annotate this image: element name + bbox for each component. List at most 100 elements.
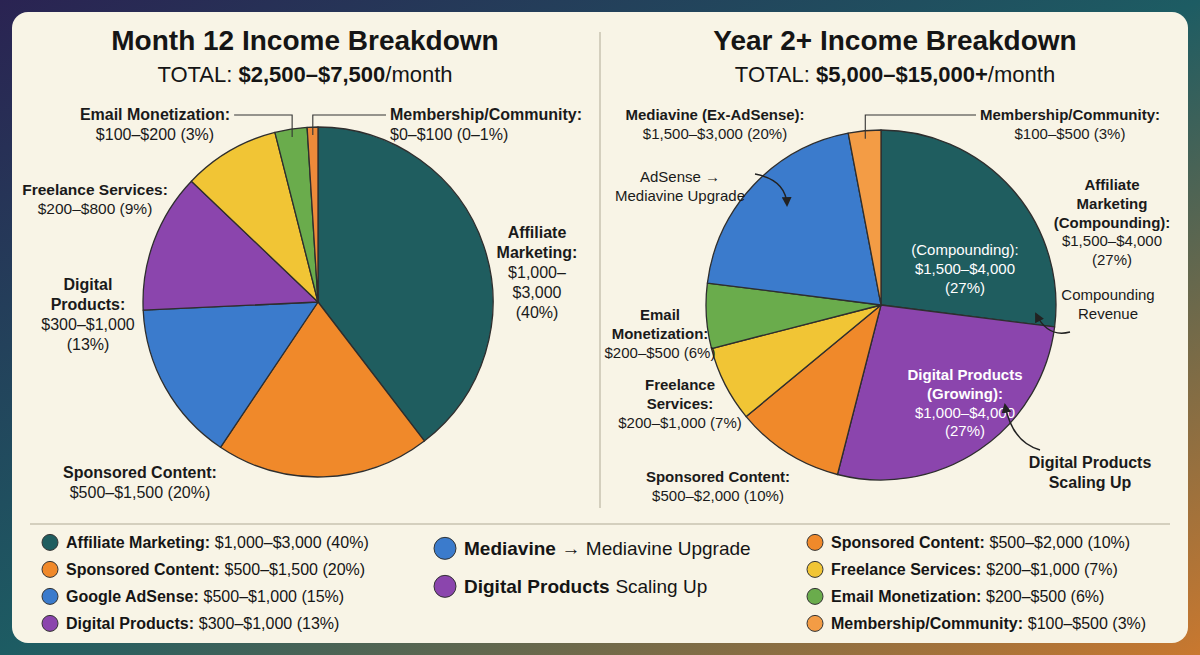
slice-callout: Email Monetization: $100–$200 (3%)	[80, 106, 230, 143]
legend-text: $500–$1,000 (15%)	[204, 588, 345, 605]
slice-callout-line: Email Monetization:	[80, 106, 230, 123]
slice-callout-line: $1,000–	[508, 264, 566, 281]
slice-callout-line: Affiliate	[508, 224, 567, 241]
slice-callout: Mediavine (Ex-AdSense):$1,500–$3,000 (20…	[625, 106, 804, 142]
legend-text: $500–$1,500 (20%)	[225, 561, 366, 578]
legend-text: $100–$500 (3%)	[1028, 615, 1146, 632]
pie-slice	[881, 130, 1056, 327]
inner-label-line: Digital Products	[907, 366, 1022, 383]
annotation-arrow	[1005, 405, 1040, 450]
annotation: Digital Products Scaling Up	[1029, 454, 1152, 491]
slice-callout-line: (40%)	[516, 304, 559, 321]
slice-callout-line: (Compounding):	[1054, 214, 1171, 231]
subtitle-part: TOTAL:	[157, 62, 238, 87]
legend-text: $300–$1,000 (13%)	[199, 615, 340, 632]
annotation: AdSense → Mediavine Upgrade	[615, 168, 745, 204]
subtitle-part: $5,000–$15,000+	[816, 62, 988, 87]
legend-swatch	[42, 534, 58, 550]
legend-swatch	[807, 588, 823, 604]
legend-name: Sponsored Content:	[66, 561, 220, 578]
legend-text: → Mediavine Upgrade	[562, 538, 751, 559]
legend-text: $500–$2,000 (10%)	[990, 534, 1131, 551]
legend: Affiliate Marketing: $1,000–$3,000 (40%) S…	[42, 534, 1146, 632]
inner-label-line: (Growing):	[927, 385, 1003, 402]
slice-callout-line: Digital	[64, 276, 113, 293]
annotation: CompoundingRevenue	[1061, 286, 1154, 322]
legend-entry: Affiliate Marketing: $1,000–$3,000 (40%)	[66, 534, 369, 551]
slice-callout: DigitalProducts:$300–$1,000(13%)	[41, 276, 135, 353]
slice-callout-line: Services:	[647, 395, 714, 412]
leader-line	[234, 115, 292, 137]
slice-callout: Sponsored Content:$500–$1,500 (20%)	[63, 464, 217, 501]
chart-title: Year 2+ Income Breakdown	[713, 25, 1076, 56]
legend-entry: Membership/Community: $100–$500 (3%)	[831, 615, 1146, 632]
slice-callout-line: Affiliate	[1084, 176, 1139, 193]
divider	[30, 523, 1170, 525]
legend-name: Affiliate Marketing:	[66, 534, 210, 551]
slice-callout: Freelance Services:$200–$800 (9%)	[22, 181, 168, 217]
panel	[12, 12, 1188, 643]
slice-callout-line: (27%)	[1092, 251, 1132, 268]
slice-callout-line: Freelance Services:	[22, 181, 168, 198]
legend-entry: Sponsored Content: $500–$2,000 (10%)	[831, 534, 1130, 551]
legend-swatch	[42, 588, 58, 604]
legend-entry: Mediavine → Mediavine Upgrade	[464, 538, 751, 559]
inner-label-line: $1,000–$4,000	[915, 404, 1015, 421]
slice-callout-line: Marketing	[1077, 195, 1148, 212]
subtitle-part: /month	[385, 62, 452, 87]
pie-slice	[848, 130, 881, 305]
legend-entry: Email Monetization:$200–$500 (6%)	[831, 588, 1104, 605]
annotation-arrow	[755, 174, 787, 205]
pie-slice	[143, 302, 318, 447]
legend-entry: Sponsored Content: $500–$1,500 (20%)	[66, 561, 365, 578]
annotation-line: Digital Products	[1029, 454, 1152, 471]
inner-label-line: (27%)	[945, 422, 985, 439]
slice-callout-line: $100–$500 (3%)	[1015, 125, 1126, 142]
legend-entry: Freelance Services: $200–$1,000 (7%)	[831, 561, 1118, 578]
background	[0, 0, 1200, 655]
annotation-line: Compounding	[1061, 286, 1154, 303]
slice-callout-line: Membership/Community:	[390, 106, 582, 123]
legend-name: Membership/Community:	[831, 615, 1023, 632]
slice-callout: AffiliateMarketing:$1,000–$3,000(40%)	[497, 224, 578, 321]
slice-callout-line: Freelance	[645, 376, 715, 393]
slices	[143, 127, 493, 477]
slice-callout-line: $3,000	[513, 284, 562, 301]
inner-label-line: (27%)	[945, 279, 985, 296]
annotation-line: AdSense →	[640, 168, 720, 185]
slice-callout-line: $0–$100 (0–1%)	[390, 126, 508, 143]
slice-callout: EmailMonetization:$200–$500 (6%)	[605, 306, 716, 361]
legend-name: Mediavine	[464, 538, 556, 559]
slice-callout-line: (13%)	[67, 336, 110, 353]
slice-callout-line: $200–$500 (6%)	[605, 344, 716, 361]
slice-callout-line: Sponsored Content:	[646, 468, 790, 485]
legend-swatch	[807, 561, 823, 577]
slice-callout-line: $200–$1,000 (7%)	[618, 414, 741, 431]
leader-line	[313, 115, 386, 135]
annotation-line: Mediavine Upgrade	[615, 187, 745, 204]
inner-label-line: (Compounding):	[911, 241, 1019, 258]
slice-callout-line: $300–$1,000	[41, 316, 135, 333]
subtitle-part: $2,500–$7,500	[239, 62, 386, 87]
slice-callout: Affiliate Marketing (Compounding):$1,500–$…	[1054, 176, 1171, 268]
slice-callout: Membership/Community:$100–$500 (3%)	[980, 106, 1160, 142]
annotation-arrow	[1036, 314, 1070, 333]
legend-swatch	[42, 615, 58, 631]
legend-name: Sponsored Content:	[831, 534, 985, 551]
slice-callout-line: $100–$200 (3%)	[96, 126, 214, 143]
legend-text: $200–$1,000 (7%)	[986, 561, 1118, 578]
legend-swatch	[42, 561, 58, 577]
legend-text: $1,000–$3,000 (40%)	[215, 534, 369, 551]
inner-label-line: $1,500–$4,000	[915, 260, 1015, 277]
legend-text: Scaling Up	[615, 576, 707, 597]
legend-name: Email Monetization:	[831, 588, 981, 605]
slice-callout-line: $1,500–$3,000 (20%)	[643, 125, 787, 142]
legend-swatch	[434, 575, 456, 597]
leader-line	[865, 115, 976, 139]
slice-callout-line: $1,500–$4,000	[1062, 232, 1162, 249]
inner-label: Digital Products (Growing): $1,000–$4,000(…	[907, 366, 1022, 439]
legend-swatch	[807, 615, 823, 631]
divider	[599, 32, 601, 508]
legend-name: Freelance Services:	[831, 561, 981, 578]
annotation-line: Scaling Up	[1049, 474, 1132, 491]
